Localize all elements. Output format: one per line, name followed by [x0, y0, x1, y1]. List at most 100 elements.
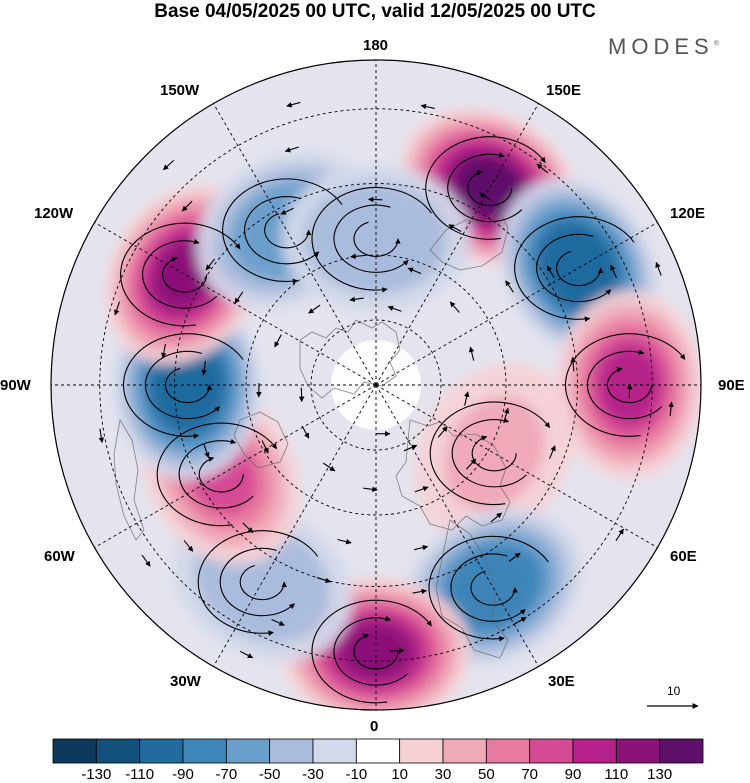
streamline — [471, 435, 517, 472]
colorbar-tick-label: 50 — [477, 766, 495, 783]
wind-arrow — [420, 103, 435, 110]
streamline — [428, 535, 549, 642]
map-boundary — [50, 59, 702, 711]
meridian-line — [94, 384, 377, 548]
lon-label-180: 180 — [363, 37, 389, 54]
wind-arrow — [203, 444, 210, 459]
streamline — [162, 256, 208, 293]
wind-arrow — [301, 425, 310, 439]
streamline — [536, 233, 612, 303]
streamline — [353, 221, 401, 257]
streamline — [451, 417, 527, 488]
wind-arrow — [201, 360, 207, 376]
colorbar-swatch — [269, 738, 314, 764]
anomaly-center — [414, 363, 575, 544]
streamline — [333, 204, 409, 273]
wind-arrow — [387, 305, 402, 312]
wind-arrow — [414, 486, 429, 493]
colorbar-tick-label: 70 — [521, 766, 538, 783]
streamline — [142, 238, 218, 309]
lon-label-30w: 30W — [170, 673, 201, 690]
wind-arrow — [280, 207, 294, 215]
lon-label-30e: 30E — [548, 673, 575, 690]
meridian-line — [375, 103, 539, 386]
wind-arrow — [284, 146, 299, 153]
logo-registered-mark: ® — [713, 40, 719, 48]
wind-arrow — [322, 462, 336, 472]
colorbar-swatch — [225, 738, 271, 764]
wind-arrow — [316, 577, 332, 583]
wind-arrow — [449, 301, 460, 313]
lon-label-120e: 120E — [670, 205, 706, 222]
lon-label-90w: 90W — [0, 377, 31, 394]
meridian-line — [213, 103, 377, 386]
lon-label-90e: 90E — [718, 377, 745, 394]
colorbar-tick-label: 30 — [434, 766, 452, 783]
wind-arrow — [536, 163, 549, 174]
streamline — [122, 333, 244, 439]
colorbar-swatch — [485, 738, 531, 764]
wind-arrow — [437, 426, 448, 438]
meridian-line — [375, 384, 658, 548]
streamline — [450, 553, 526, 622]
colorbar-swatch — [95, 738, 141, 764]
streamline — [606, 367, 653, 404]
colorbar-swatch — [355, 738, 401, 764]
streamline — [164, 367, 213, 404]
wind-arrow — [615, 528, 624, 542]
wind-arrow — [261, 440, 269, 454]
streamline — [564, 333, 686, 437]
colorbar-tick-label: 110 — [604, 766, 629, 783]
streamline — [144, 350, 221, 420]
wind-arrow — [98, 428, 105, 444]
wind-arrow — [503, 407, 510, 422]
meridian-line — [213, 384, 377, 667]
meridian-line — [375, 384, 539, 667]
wind-arrow — [508, 552, 521, 562]
meridian-line — [375, 222, 658, 386]
colorbar-swatch — [399, 738, 444, 764]
wind-arrow — [546, 265, 555, 279]
colorbar-tick-label: 10 — [391, 766, 408, 783]
streamline — [120, 222, 241, 327]
lon-label-150e: 150E — [546, 82, 582, 99]
wind-arrow — [479, 192, 492, 201]
lon-label-150w: 150W — [160, 82, 200, 99]
wind-arrow — [161, 343, 167, 359]
wind-arrow — [181, 200, 193, 212]
streamline — [311, 187, 432, 293]
colorbar-tick-label: 130 — [647, 766, 673, 783]
wind-arrow — [490, 512, 503, 523]
colorbar-swatch — [529, 738, 574, 764]
wind-arrow — [337, 538, 352, 545]
colorbar-tick-label: -70 — [215, 766, 238, 783]
wind-arrow — [242, 522, 254, 534]
lon-label-60w: 60W — [44, 548, 75, 565]
wind-arrow — [389, 647, 405, 654]
wind-arrow — [513, 616, 527, 625]
wind-arrow — [412, 588, 428, 595]
streamline — [178, 438, 254, 509]
wind-arrow — [162, 159, 175, 171]
streamline — [244, 196, 320, 265]
latitude-circle — [245, 254, 507, 516]
meridian-line — [94, 222, 377, 386]
colorbar-swatch — [572, 738, 617, 764]
wind-arrow — [655, 261, 662, 276]
wind-arrow — [271, 619, 285, 626]
colorbar-swatch — [312, 738, 357, 764]
colorbar-tick-label: -110 — [125, 766, 155, 783]
latitude-circle — [310, 319, 442, 451]
streamline — [156, 422, 278, 527]
colorbar-swatch — [139, 738, 184, 764]
streamline — [198, 456, 244, 493]
lon-label-120w: 120W — [34, 205, 74, 222]
wind-arrow — [448, 224, 462, 232]
streamline — [333, 615, 409, 686]
wind-arrow — [350, 253, 365, 260]
wind-arrow — [234, 291, 244, 304]
wind-arrow — [610, 264, 617, 279]
colorbar-swatch — [182, 738, 227, 764]
colorbar-tick-label: -10 — [345, 766, 368, 783]
wind-arrow — [205, 258, 216, 271]
